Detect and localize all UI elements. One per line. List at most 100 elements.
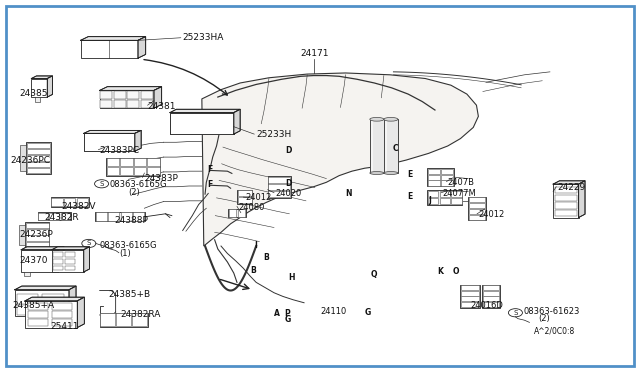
Bar [52,320,72,326]
Polygon shape [202,73,478,246]
Text: A: A [275,310,280,318]
Polygon shape [553,181,585,184]
Bar [101,142,117,151]
Bar [461,296,479,301]
Bar [428,180,440,186]
Bar [121,212,132,221]
Text: 24236P: 24236P [20,230,54,239]
Bar [170,113,234,134]
Polygon shape [77,297,84,328]
Polygon shape [21,247,64,250]
Polygon shape [234,109,240,134]
Text: 24383P: 24383P [145,174,179,183]
Text: 08363-61623: 08363-61623 [523,307,579,316]
Bar [127,100,140,108]
Bar [440,191,450,197]
Text: S: S [513,310,518,316]
FancyArrowPatch shape [144,60,227,95]
Bar [134,158,146,166]
Text: 24383PC: 24383PC [100,146,140,155]
Bar [107,167,119,175]
Bar [468,215,485,220]
Bar [132,313,147,327]
Bar [52,311,72,318]
Text: 25411: 25411 [51,322,79,331]
Polygon shape [100,87,162,90]
Text: 24236PC: 24236PC [10,155,51,164]
Bar [192,113,212,123]
Text: H: H [288,273,294,282]
Bar [25,222,49,247]
Text: P: P [284,310,290,318]
Bar [237,197,252,203]
Text: F: F [207,180,212,189]
Text: B: B [250,266,256,275]
Bar [483,291,499,296]
Text: 24382V: 24382V [61,202,96,211]
Bar [461,285,479,308]
Text: D: D [285,146,291,155]
Text: 24388P: 24388P [115,216,148,225]
Bar [555,202,577,209]
Bar [81,40,138,58]
Polygon shape [25,297,84,301]
Text: 24385+B: 24385+B [108,290,150,299]
Bar [17,294,38,304]
Bar [428,169,440,174]
Polygon shape [154,87,162,108]
Bar [19,225,25,245]
Bar [120,158,132,166]
Text: 08363-6165G: 08363-6165G [109,180,167,189]
Text: 24370: 24370 [20,256,49,265]
Bar [442,180,454,186]
Bar [107,158,119,166]
Bar [35,97,40,102]
Polygon shape [579,181,585,218]
Bar [118,142,134,151]
Bar [42,305,64,315]
Bar [21,250,58,272]
Bar [15,290,69,317]
Text: A^2/0C0:8: A^2/0C0:8 [534,327,575,336]
Bar [26,229,49,235]
Polygon shape [170,109,240,113]
Bar [483,296,499,301]
Text: F: F [207,165,212,174]
Bar [31,78,47,97]
Bar [53,266,63,270]
Text: K: K [437,267,443,276]
Bar [65,252,75,257]
Bar [133,212,145,221]
Polygon shape [52,247,90,250]
Text: 24382R: 24382R [44,213,79,222]
Text: 24020: 24020 [275,189,301,198]
Bar [116,313,131,327]
Text: 24382RA: 24382RA [121,311,161,320]
Bar [468,197,486,220]
Bar [483,302,499,307]
Bar [170,113,234,134]
Polygon shape [15,286,76,290]
Text: (2): (2) [129,188,140,197]
Bar [482,285,500,308]
Bar [213,124,233,134]
Bar [25,301,77,328]
Text: 24016D: 24016D [470,301,503,310]
Bar [24,272,30,276]
Bar [28,303,48,310]
Text: 24077M: 24077M [443,189,476,198]
Bar [77,198,88,206]
Polygon shape [84,247,90,272]
Bar [26,223,49,228]
Bar [65,266,75,270]
Bar [134,167,146,175]
Text: 24171: 24171 [301,49,330,58]
Bar [228,209,236,217]
Bar [27,155,50,161]
Bar [120,167,132,175]
Bar [84,134,135,151]
Bar [96,212,107,221]
Text: J: J [428,196,431,205]
Text: E: E [407,192,412,201]
Bar [27,142,50,148]
